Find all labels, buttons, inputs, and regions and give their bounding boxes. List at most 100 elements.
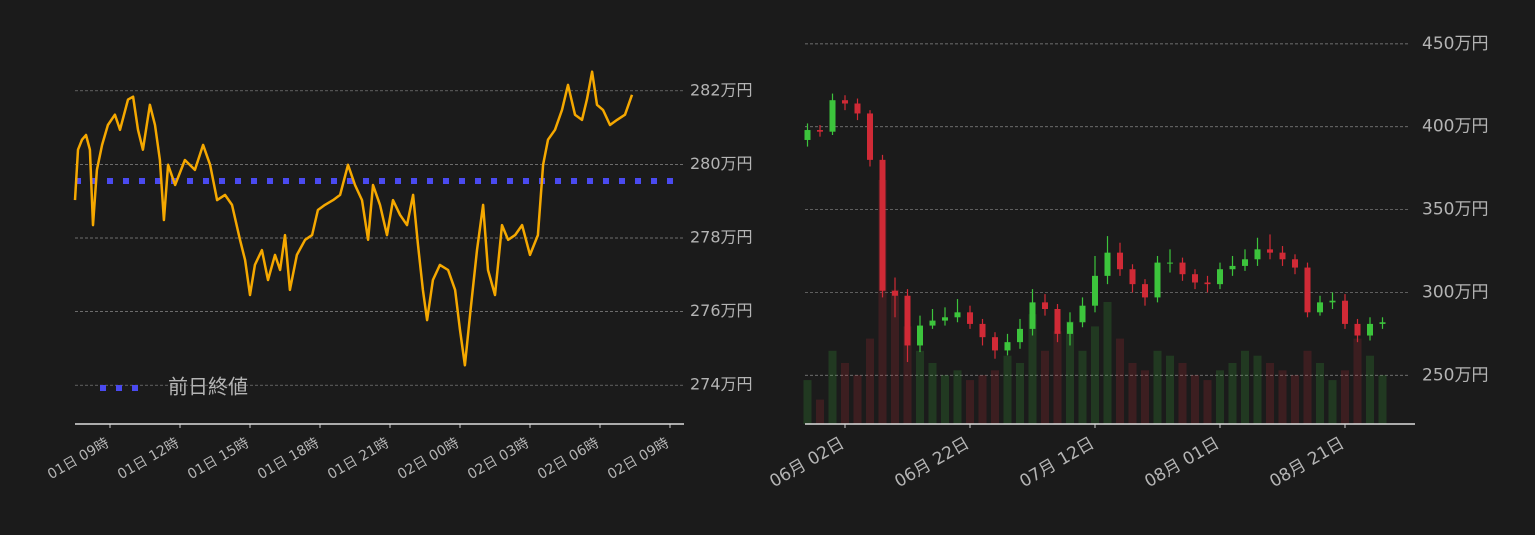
candle-body — [879, 159, 886, 291]
volume-bar — [1153, 350, 1162, 424]
candle-body — [1042, 302, 1048, 309]
candle-body — [917, 325, 923, 346]
candle-body — [992, 337, 998, 351]
volume-bar — [1091, 326, 1099, 424]
candle-body — [1329, 300, 1336, 303]
candle-body — [867, 113, 873, 160]
volume-bar — [1278, 370, 1287, 424]
volume-bar — [1366, 355, 1374, 424]
volume-bar — [1003, 355, 1012, 424]
x-tick-label: 02日 09時 — [605, 435, 672, 483]
candle-body — [942, 317, 948, 321]
candle-body — [1142, 284, 1148, 298]
volume-bar — [891, 289, 899, 424]
volume-bar — [1291, 375, 1299, 424]
candle-body — [842, 100, 848, 104]
volume-bar — [1141, 370, 1149, 424]
volume-bar — [841, 363, 849, 424]
x-tick-label: 02日 00時 — [395, 435, 462, 483]
candle-body — [1067, 322, 1073, 334]
volume-bar — [1266, 363, 1274, 424]
volume-bar — [991, 370, 999, 424]
x-tick-label: 07月 12日 — [1016, 433, 1098, 492]
x-tick-label: 06月 02日 — [766, 433, 848, 492]
candle-body — [1017, 328, 1023, 343]
y-tick-label: 400万円 — [1422, 117, 1488, 137]
candle-body — [1029, 302, 1036, 329]
candle-body — [1079, 305, 1086, 323]
candle-body — [1104, 252, 1111, 276]
volume-bar — [966, 380, 974, 424]
y-tick-label: 274万円 — [690, 375, 753, 394]
volume-bar — [1166, 355, 1174, 424]
x-tick-label: 02日 03時 — [465, 435, 532, 483]
volume-bar — [1303, 350, 1312, 424]
candle-body — [854, 103, 861, 114]
candle-body — [1204, 282, 1211, 285]
volume-bar — [903, 326, 912, 424]
y-tick-label: 300万円 — [1422, 282, 1488, 302]
volume-bar — [1353, 338, 1362, 424]
y-tick-label: 276万円 — [690, 301, 753, 320]
candle-body — [904, 295, 911, 346]
candle-body — [1292, 259, 1298, 268]
x-tick-label: 01日 12時 — [115, 435, 182, 483]
volume-bar — [1128, 363, 1137, 424]
volume-bar — [1203, 380, 1212, 424]
volume-bar — [1216, 370, 1224, 424]
volume-bar — [1316, 363, 1324, 424]
candle-body — [1179, 262, 1186, 275]
volume-bar — [1066, 321, 1074, 424]
volume-bar — [1178, 363, 1187, 424]
candle-body — [1242, 259, 1248, 266]
candle-body — [954, 312, 961, 318]
candle-body — [1054, 309, 1061, 334]
x-tick-label: 06月 22日 — [891, 433, 973, 492]
candle-body — [1367, 323, 1373, 336]
candle-body — [1217, 269, 1223, 285]
candle-body — [1379, 322, 1386, 324]
volume-bar — [1191, 375, 1199, 424]
candle-body — [1342, 300, 1348, 324]
candle-body — [829, 100, 836, 132]
volume-bar — [1228, 363, 1237, 424]
y-tick-label: 280万円 — [690, 154, 753, 173]
y-tick-label: 282万円 — [690, 80, 753, 99]
volume-bar — [1378, 375, 1387, 424]
candle-body — [1192, 274, 1198, 283]
volume-bar — [1253, 355, 1262, 424]
legend-label: 前日終値 — [168, 375, 248, 399]
candle-body — [1267, 249, 1273, 253]
volume-bar — [953, 370, 962, 424]
volume-bar — [816, 399, 824, 424]
candle-body — [1229, 265, 1236, 270]
candle-body — [1004, 342, 1011, 351]
volume-bar — [1041, 350, 1049, 424]
x-tick-label: 01日 18時 — [255, 435, 322, 483]
x-tick-label: 01日 15時 — [185, 435, 252, 483]
candle-body — [1279, 252, 1286, 260]
volume-bar — [853, 375, 862, 424]
candle-body — [967, 312, 973, 324]
candle-body — [1254, 249, 1261, 260]
volume-bar — [1028, 314, 1037, 424]
volume-bar — [978, 375, 987, 424]
candle-body — [1117, 252, 1123, 270]
volume-bar — [1328, 380, 1337, 424]
candle-body — [979, 323, 986, 338]
x-tick-label: 01日 09時 — [45, 435, 112, 483]
x-tick-label: 01日 21時 — [325, 435, 392, 483]
volume-bar — [866, 338, 874, 424]
candle-body — [929, 320, 936, 326]
volume-bar — [928, 363, 937, 424]
volume-bar — [1241, 350, 1249, 424]
volume-bar — [828, 350, 837, 424]
volume-bar — [916, 350, 924, 424]
candle-body — [804, 130, 811, 140]
y-tick-label: 350万円 — [1422, 200, 1488, 220]
x-tick-label: 08月 21日 — [1266, 433, 1348, 492]
x-tick-label: 08月 01日 — [1141, 433, 1223, 492]
candle-body — [1354, 323, 1361, 336]
